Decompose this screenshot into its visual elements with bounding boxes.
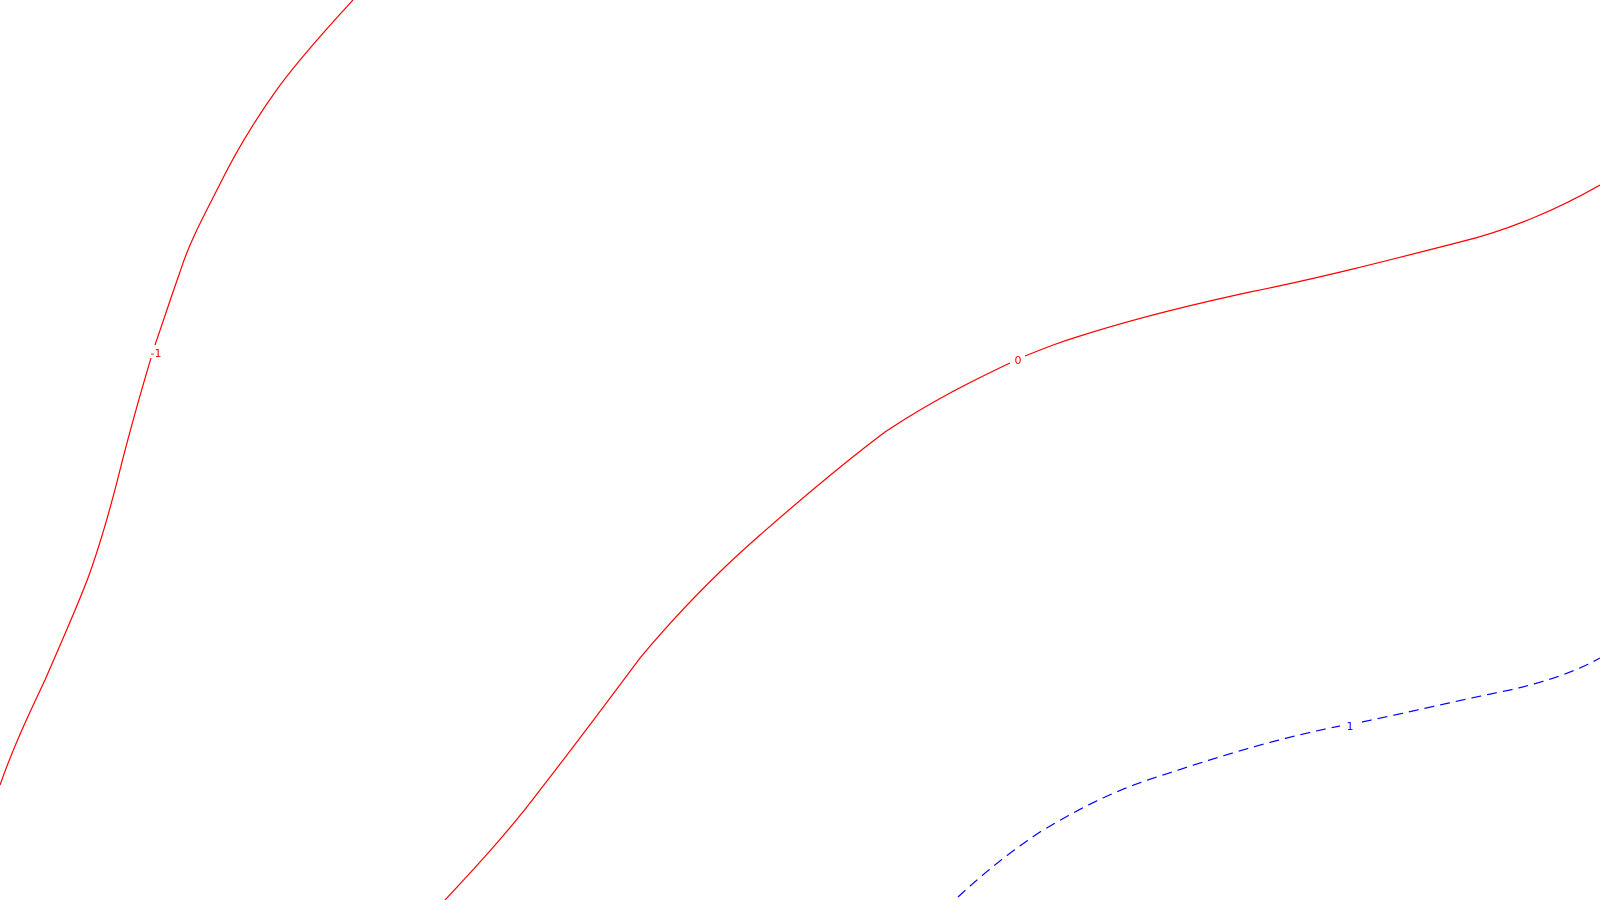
contour-path (0, 357, 152, 786)
contour-label: 1 (1347, 720, 1354, 733)
contour-line-minus-1: -1 (0, 0, 354, 786)
contour-path (957, 725, 1341, 898)
contour-label: 0 (1015, 354, 1022, 367)
contour-path (1024, 184, 1600, 357)
contour-path (444, 362, 1011, 900)
contour-line-zero: 0 (444, 184, 1600, 900)
contour-path (1361, 657, 1600, 723)
contour-label: -1 (151, 347, 162, 360)
contour-line-plus-1: 1 (957, 657, 1600, 898)
contour-path (154, 0, 354, 346)
